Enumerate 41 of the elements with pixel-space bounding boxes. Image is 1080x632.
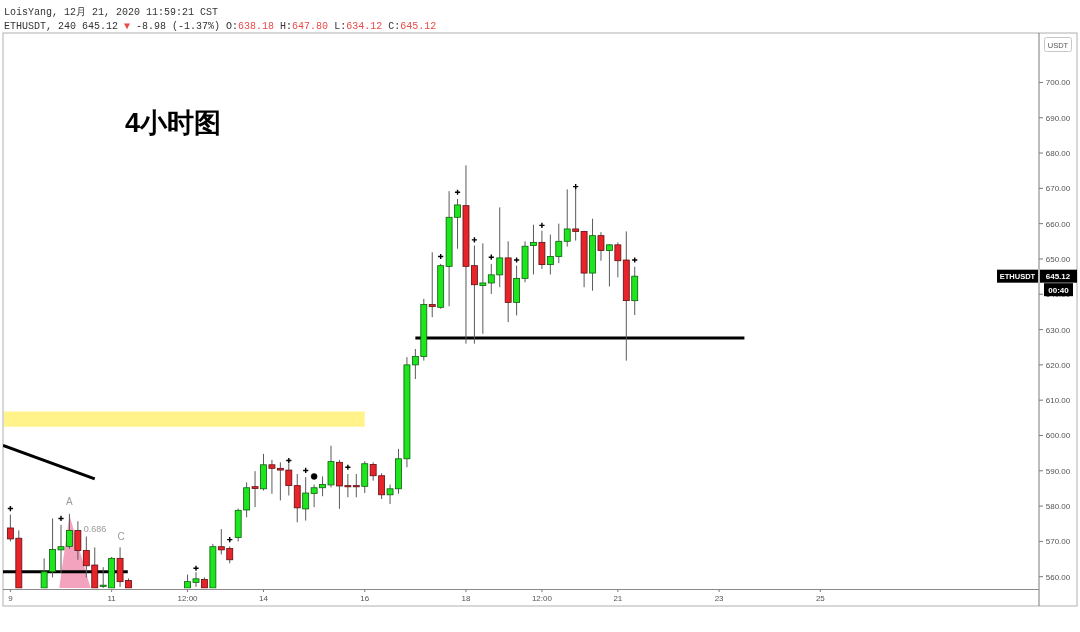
annotation: 645.12 bbox=[1045, 272, 1071, 282]
annotation: A bbox=[66, 495, 74, 507]
text: 4小时图 bbox=[125, 108, 222, 138]
x-tick-label: 25 bbox=[815, 593, 826, 603]
text: H: bbox=[280, 20, 293, 32]
y-tick-label: 690.00 bbox=[1045, 113, 1071, 123]
x-tick-label: 21 bbox=[613, 593, 623, 603]
text: L: bbox=[334, 20, 347, 32]
x-tick-label: 11 bbox=[107, 593, 117, 603]
y-tick-label: 680.00 bbox=[1045, 149, 1071, 159]
text: 645.12 bbox=[400, 20, 437, 32]
y-tick-label: 650.00 bbox=[1045, 254, 1071, 264]
text: ETHUSDT, 240 645.12 bbox=[4, 20, 119, 32]
y-tick-label: 610.00 bbox=[1045, 396, 1071, 406]
x-tick-label: 16 bbox=[360, 593, 370, 603]
text: 638.18 bbox=[238, 20, 275, 32]
annotation: C bbox=[117, 531, 125, 542]
text: C: bbox=[388, 20, 401, 32]
y-tick-label: 670.00 bbox=[1045, 184, 1071, 194]
text: 00:40 bbox=[1048, 285, 1070, 295]
text: LoisYang, 12月 21, 2020 11:59:21 CST bbox=[4, 7, 219, 18]
annotation: 0.686 bbox=[83, 524, 107, 534]
text: 647.80 bbox=[292, 20, 329, 32]
y-tick-label: 700.00 bbox=[1045, 78, 1071, 88]
text: 634.12 bbox=[346, 20, 383, 32]
x-tick-label: 18 bbox=[461, 593, 471, 603]
y-tick-label: 590.00 bbox=[1045, 466, 1071, 476]
x-tick-label: 12:00 bbox=[531, 593, 553, 603]
y-tick-label: 580.00 bbox=[1045, 502, 1071, 512]
y-tick-label: 620.00 bbox=[1045, 360, 1071, 370]
x-tick-label: 12:00 bbox=[177, 593, 199, 603]
text: -8.98 (-1.37%) O: bbox=[136, 20, 239, 32]
x-tick-label: 9 bbox=[8, 593, 14, 603]
x-tick-label: 23 bbox=[714, 593, 725, 603]
x-tick-label: 14 bbox=[259, 593, 269, 603]
y-tick-label: 630.00 bbox=[1045, 325, 1071, 335]
text: ▼ bbox=[124, 20, 131, 32]
y-tick-label: 600.00 bbox=[1045, 431, 1071, 441]
y-tick-label: 570.00 bbox=[1045, 537, 1071, 547]
y-tick-label: 560.00 bbox=[1045, 572, 1071, 582]
y-tick-label: 660.00 bbox=[1045, 219, 1071, 229]
